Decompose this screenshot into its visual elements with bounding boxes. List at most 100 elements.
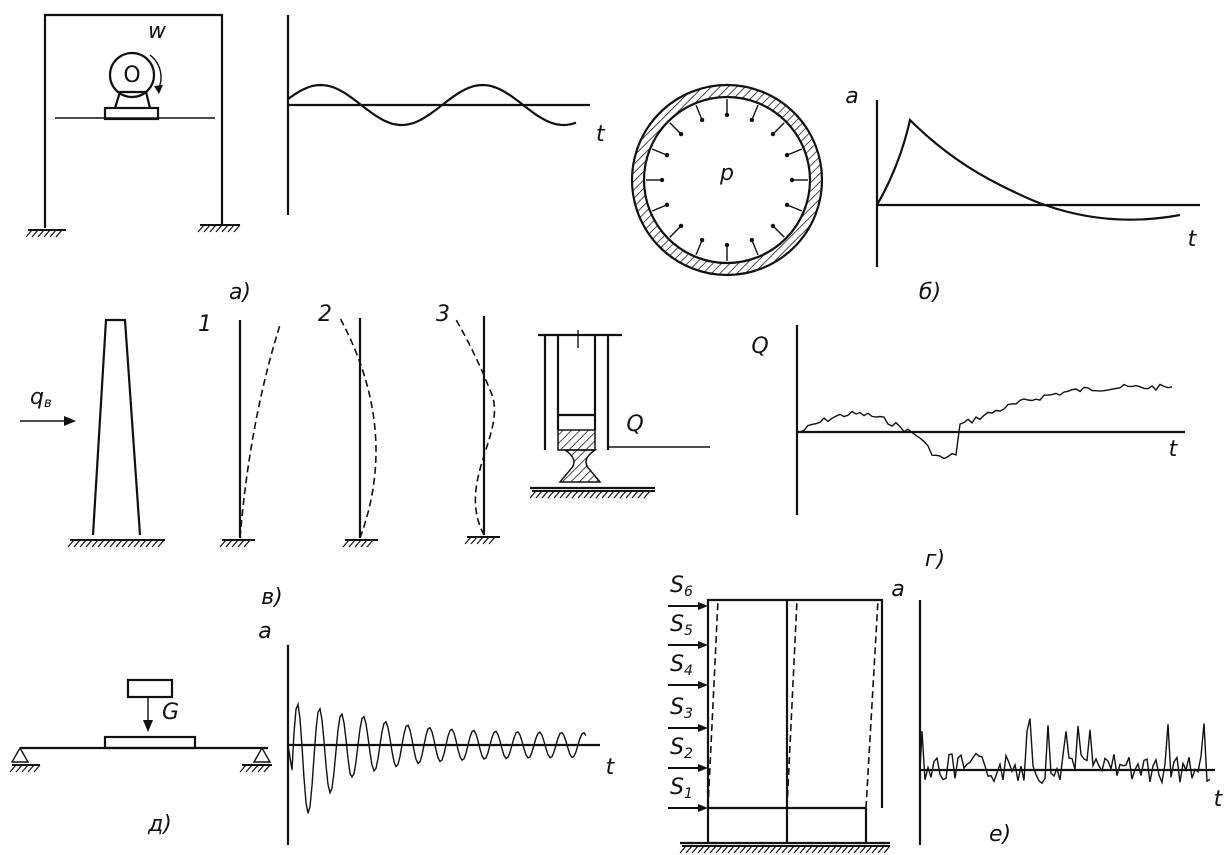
pressure-arrow xyxy=(752,105,758,119)
mode-shape xyxy=(340,318,376,538)
hatch xyxy=(222,225,228,232)
hatch xyxy=(578,491,584,498)
hatch xyxy=(264,765,270,772)
hatch xyxy=(782,846,788,853)
hatch xyxy=(584,491,590,498)
support xyxy=(560,450,600,482)
arrow-head xyxy=(750,118,754,122)
arrow-head xyxy=(785,153,789,157)
arrow-head xyxy=(679,132,683,136)
load-label: S4 xyxy=(670,652,693,679)
hatch xyxy=(638,491,644,498)
diagram: O w t а) p a t б) qв 1 2 3 в) xyxy=(0,0,1232,855)
arrow-head xyxy=(771,132,775,136)
load-label: S6 xyxy=(670,573,693,600)
arrow-head xyxy=(771,224,775,228)
hatch xyxy=(232,540,238,547)
pressure-arrow xyxy=(774,227,785,238)
load-label: S1 xyxy=(670,775,693,802)
hatch xyxy=(104,540,110,547)
hatch xyxy=(32,230,38,237)
hatch xyxy=(632,491,638,498)
hatch xyxy=(116,540,122,547)
arrow-head xyxy=(785,203,789,207)
frame xyxy=(45,15,222,228)
arrow-head xyxy=(660,178,664,182)
hatch xyxy=(620,491,626,498)
caption: б) xyxy=(919,280,941,305)
hatch xyxy=(566,491,572,498)
hatch xyxy=(548,491,554,498)
hatch xyxy=(50,230,56,237)
pressure-arrow xyxy=(788,205,802,211)
time-label: t xyxy=(606,755,616,780)
hatch xyxy=(776,846,782,853)
hatch xyxy=(752,846,758,853)
hatch xyxy=(98,540,104,547)
hatch xyxy=(22,765,28,772)
arrow-head xyxy=(698,804,708,812)
hatch xyxy=(860,846,866,853)
hatch xyxy=(349,540,355,547)
panel-d: G a t д) xyxy=(12,619,616,845)
panel-g: Q t г) xyxy=(751,325,1185,572)
mode-label: 1 xyxy=(198,312,212,337)
deflection xyxy=(708,600,878,808)
hatch xyxy=(692,846,698,853)
rotation-label: w xyxy=(148,19,167,44)
hatch xyxy=(152,540,158,547)
accel-label: a xyxy=(845,84,858,109)
load-index: 5 xyxy=(684,623,693,639)
arrow-head xyxy=(725,113,729,117)
load-letter: S xyxy=(670,612,684,637)
time-label: t xyxy=(1169,437,1179,462)
load-letter: S xyxy=(670,695,684,720)
hatch xyxy=(758,846,764,853)
hatch xyxy=(872,846,878,853)
seismic-record xyxy=(920,719,1210,784)
hatch xyxy=(746,846,752,853)
hatch xyxy=(134,540,140,547)
hatch xyxy=(244,540,250,547)
arrow-head xyxy=(143,720,153,732)
hatch xyxy=(158,540,164,547)
load-index: 2 xyxy=(684,746,693,762)
hatch xyxy=(234,225,240,232)
hatch xyxy=(477,537,483,544)
mode-shape xyxy=(240,325,280,538)
hatch xyxy=(240,765,246,772)
load-label: qв xyxy=(30,385,52,411)
hatch xyxy=(68,540,74,547)
hatch xyxy=(355,540,361,547)
hatch xyxy=(216,225,222,232)
hatch xyxy=(530,491,536,498)
force-curve xyxy=(797,384,1172,458)
hatch xyxy=(228,225,234,232)
load-subscript: в xyxy=(44,396,52,411)
force-label: Q xyxy=(626,412,643,437)
hatch xyxy=(590,491,596,498)
mass xyxy=(105,737,195,748)
arrow-head xyxy=(154,85,163,94)
force-axis-label: Q xyxy=(751,334,768,359)
arrow-head xyxy=(790,178,794,182)
hatch xyxy=(489,537,495,544)
load-letter: S xyxy=(670,775,684,800)
hatch xyxy=(483,537,489,544)
hatch xyxy=(884,846,890,853)
hatch xyxy=(680,846,686,853)
hatch xyxy=(38,230,44,237)
pressure-arrow xyxy=(788,149,802,155)
hatch xyxy=(728,846,734,853)
caption: г) xyxy=(925,547,945,572)
hatch xyxy=(842,846,848,853)
mode-label: 2 xyxy=(318,302,332,327)
load-letter: S xyxy=(670,652,684,677)
caption: д) xyxy=(147,812,172,837)
hatch xyxy=(252,765,258,772)
arrow-head xyxy=(698,641,708,649)
mode-shape xyxy=(455,318,494,535)
hatch xyxy=(794,846,800,853)
caption: а) xyxy=(229,280,251,305)
hatch xyxy=(602,491,608,498)
